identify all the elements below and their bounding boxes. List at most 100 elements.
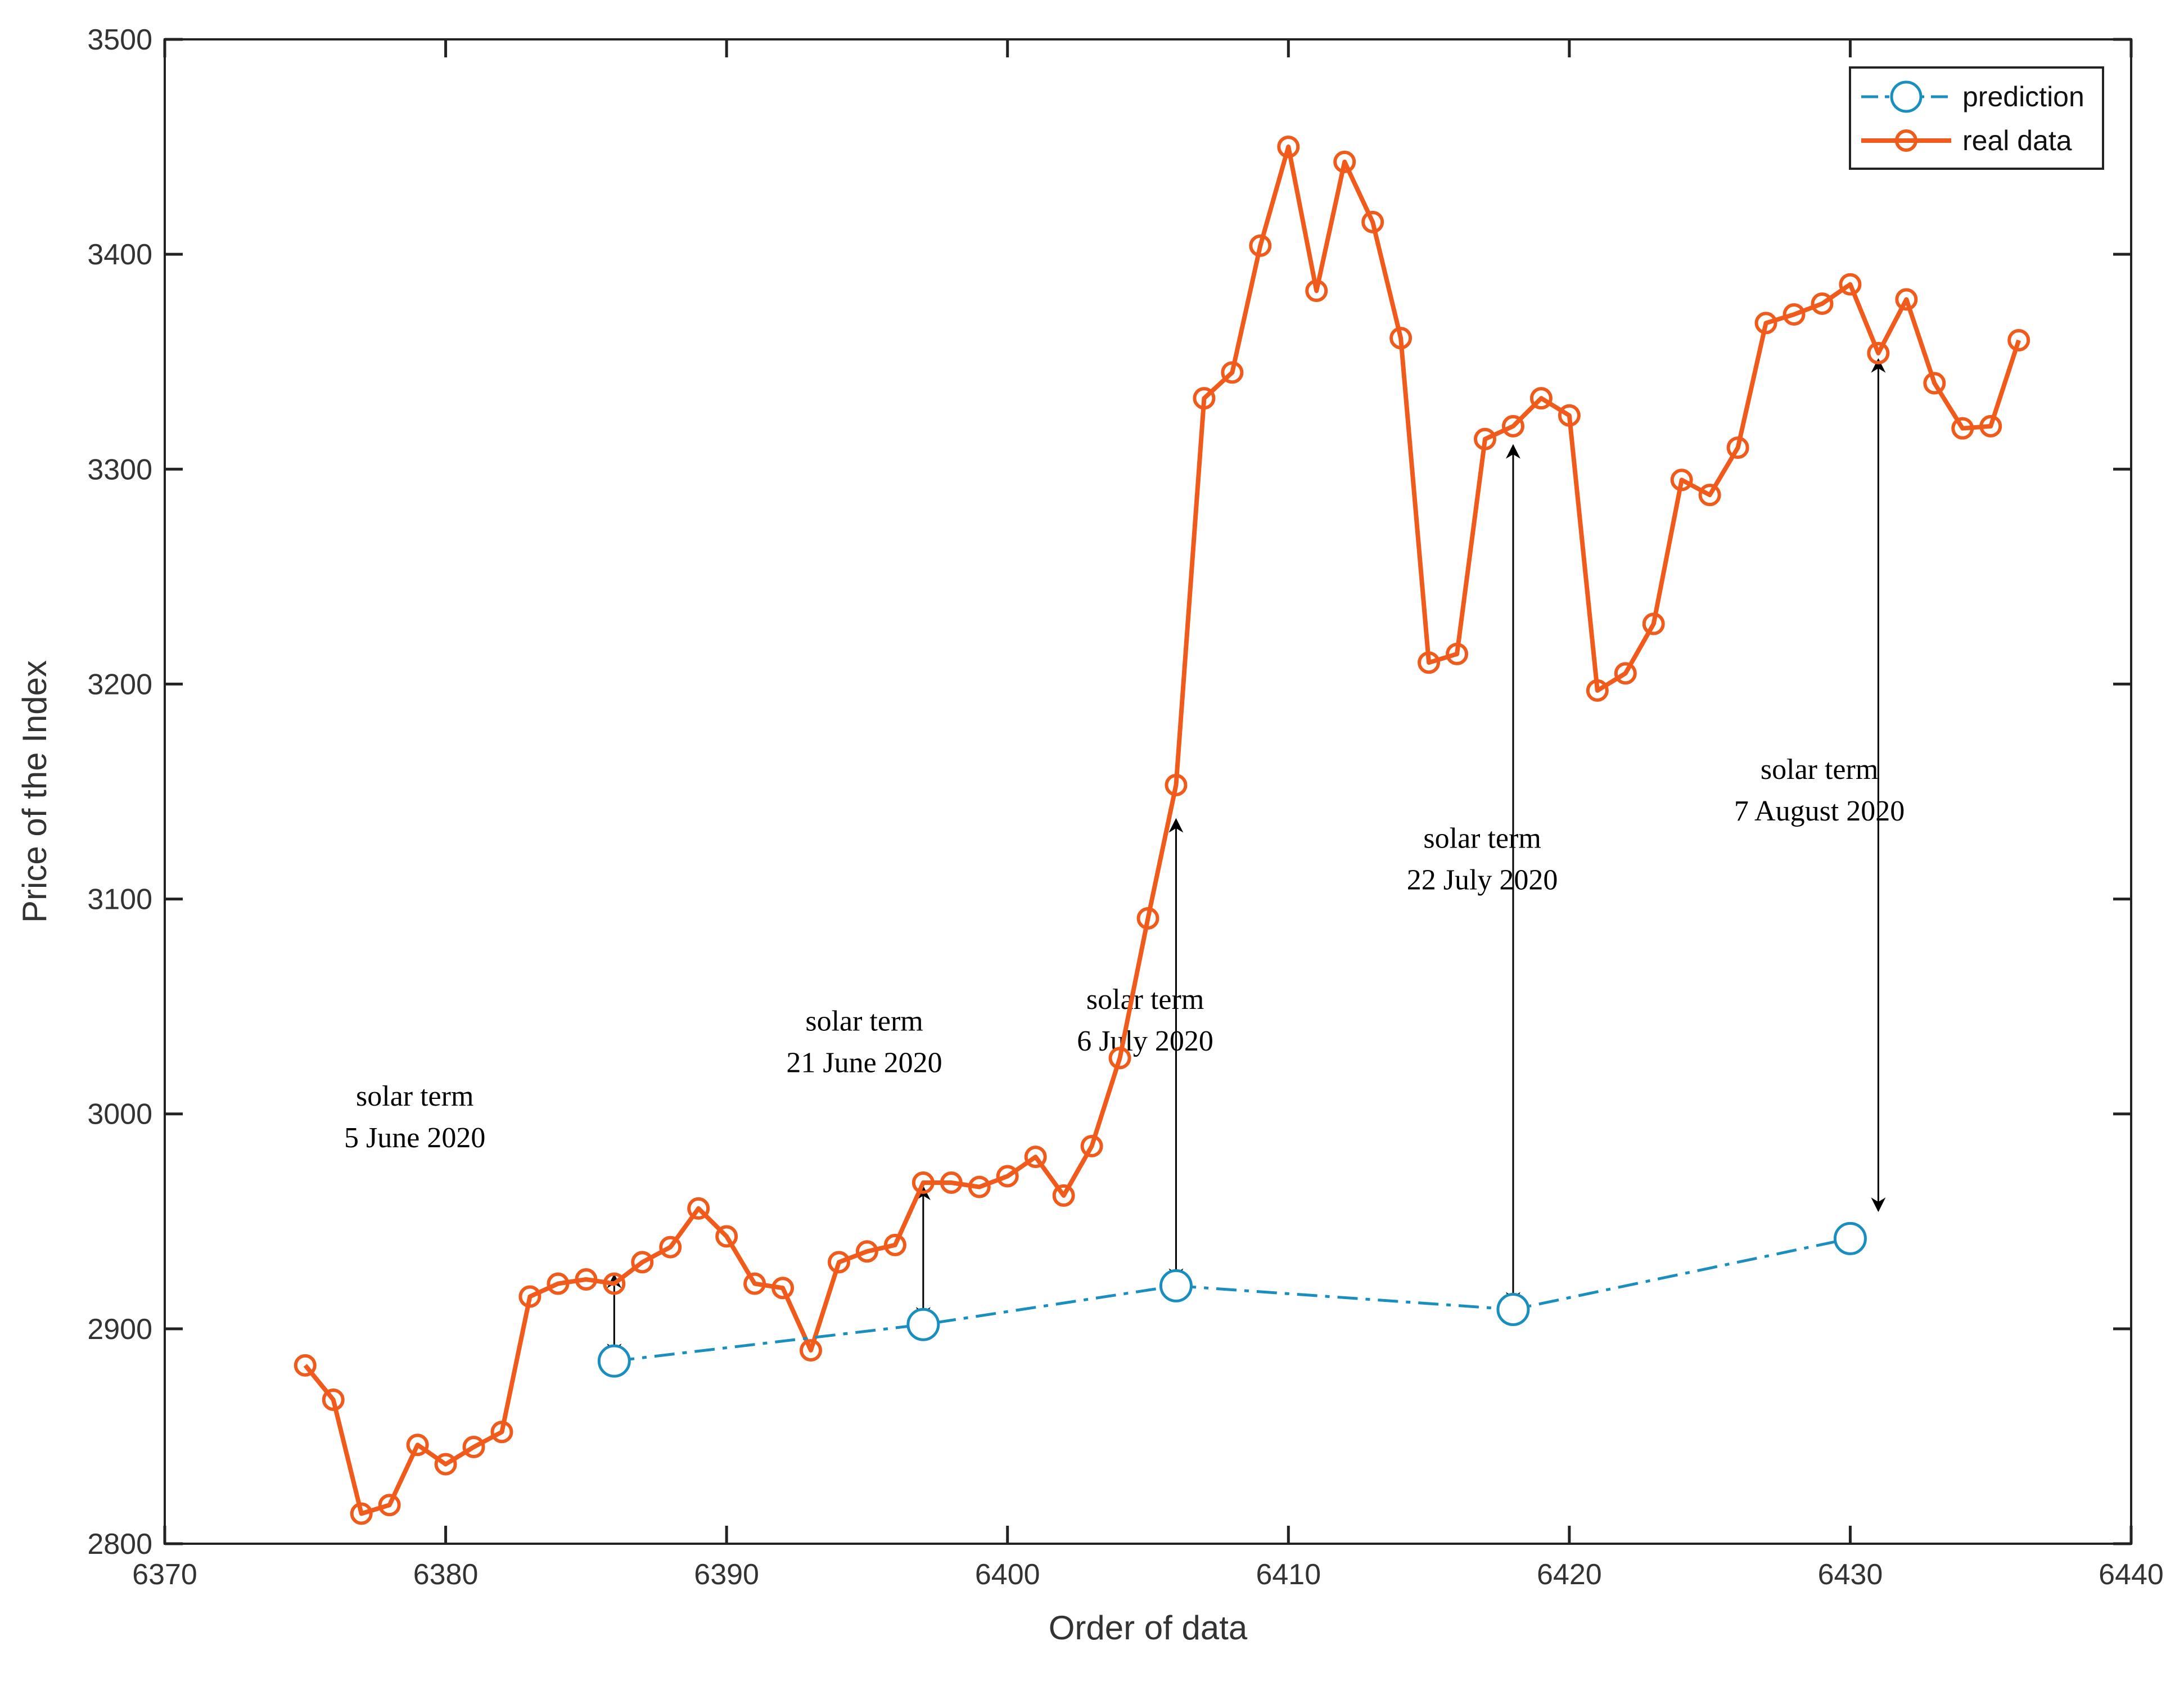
real-data-point xyxy=(1670,468,1693,492)
real-data-point xyxy=(883,1233,906,1256)
x-tick-label: 6390 xyxy=(694,1558,759,1591)
prediction-point xyxy=(597,1344,631,1378)
real-data-point xyxy=(1389,327,1413,350)
real-data-point xyxy=(1783,303,1806,326)
real-data-point xyxy=(294,1354,317,1377)
prediction-point xyxy=(1159,1269,1193,1302)
real-data-point xyxy=(1024,1146,1047,1169)
real-data-point xyxy=(322,1388,345,1411)
real-data-point xyxy=(603,1272,626,1295)
real-data-point xyxy=(406,1433,429,1457)
real-data-point xyxy=(1698,484,1721,507)
y-tick-label: 3100 xyxy=(87,883,152,916)
y-tick-label: 3200 xyxy=(87,668,152,701)
real-data-point xyxy=(1221,361,1244,384)
real-data-point xyxy=(911,1171,935,1194)
real-data-point xyxy=(1811,292,1834,315)
real-data-point xyxy=(2007,329,2030,351)
real-data-point xyxy=(547,1272,570,1295)
legend-real-marker xyxy=(1895,129,1917,152)
real-data-point xyxy=(1136,907,1159,930)
x-tick-label: 6370 xyxy=(132,1558,197,1591)
y-tick-label: 3300 xyxy=(87,453,152,486)
y-tick-label: 2800 xyxy=(87,1528,152,1561)
real-data-point xyxy=(1586,679,1609,702)
real-data-point xyxy=(518,1285,542,1308)
real-data-point xyxy=(350,1502,373,1525)
real-data-point xyxy=(1923,372,1946,395)
real-data-point xyxy=(378,1494,401,1517)
real-data-point xyxy=(1249,234,1272,257)
real-data-point xyxy=(434,1453,457,1476)
plot-frame xyxy=(164,38,2132,1545)
y-tick-label: 3000 xyxy=(87,1098,152,1131)
legend-real-label: real data xyxy=(1962,125,2072,156)
x-tick-label: 6400 xyxy=(975,1558,1040,1591)
annotation-label-line2: 5 June 2020 xyxy=(344,1122,485,1154)
real-data-point xyxy=(855,1240,878,1263)
real-data-point xyxy=(490,1421,513,1444)
x-axis-title: Order of data xyxy=(1049,1609,1248,1647)
real-data-point xyxy=(1052,1184,1075,1207)
real-data-point xyxy=(1080,1135,1103,1158)
annotation-label-line1: solar term xyxy=(1086,984,1204,1016)
real-data-point xyxy=(1361,210,1384,233)
real-data-point xyxy=(1867,341,1890,364)
real-data-point xyxy=(1305,280,1328,303)
real-data-point xyxy=(771,1277,795,1300)
annotation-label-line2: 22 July 2020 xyxy=(1407,864,1558,896)
real-data-point xyxy=(1558,404,1581,427)
real-data-point xyxy=(1418,651,1441,674)
real-data-point xyxy=(1501,414,1524,438)
y-tick-label: 3400 xyxy=(87,238,152,271)
x-tick-label: 6410 xyxy=(1256,1558,1321,1591)
annotation-label-line1: solar term xyxy=(1761,754,1878,786)
prediction-point xyxy=(1496,1292,1530,1326)
annotation-label-line1: solar term xyxy=(356,1080,473,1112)
real-data-point xyxy=(1642,612,1665,635)
legend-box xyxy=(1849,66,2104,170)
real-data-point xyxy=(575,1268,598,1291)
real-data-point xyxy=(715,1225,738,1248)
real-data-point xyxy=(1951,417,1974,440)
legend-prediction-label: prediction xyxy=(1962,81,2084,112)
real-data-point xyxy=(1895,288,1918,311)
real-data-point xyxy=(827,1251,850,1274)
y-tick-label: 3500 xyxy=(87,24,152,56)
x-tick-label: 6380 xyxy=(413,1558,479,1591)
real-data-point xyxy=(743,1272,766,1295)
real-data-point xyxy=(1193,387,1216,410)
annotation-label-line1: solar term xyxy=(805,1005,923,1037)
real-data-point xyxy=(1754,312,1777,335)
real-data-point xyxy=(1108,1047,1131,1070)
y-axis-title: Price of the Index xyxy=(16,660,53,923)
real-data-point xyxy=(1979,414,2002,438)
prediction-point xyxy=(906,1308,940,1341)
real-data-point xyxy=(1446,642,1469,665)
legend-prediction-marker xyxy=(1890,80,1923,113)
annotation-label-line2: 6 July 2020 xyxy=(1077,1025,1213,1057)
annotation-label-line2: 7 August 2020 xyxy=(1734,795,1905,827)
real-data-point xyxy=(1614,662,1637,685)
annotation-label-line2: 21 June 2020 xyxy=(786,1047,942,1079)
prediction-point xyxy=(1833,1221,1867,1255)
x-tick-label: 6440 xyxy=(2099,1558,2164,1591)
y-tick-label: 2900 xyxy=(87,1313,152,1346)
real-data-point xyxy=(462,1436,485,1459)
real-data-point xyxy=(968,1175,991,1198)
real-data-point xyxy=(800,1339,823,1362)
real-data-point xyxy=(659,1236,682,1259)
real-data-point xyxy=(996,1165,1019,1188)
real-data-point xyxy=(1165,774,1188,797)
real-data-point xyxy=(1726,436,1749,459)
real-data-point xyxy=(1529,387,1553,410)
real-data-point xyxy=(940,1171,963,1194)
x-tick-label: 6420 xyxy=(1537,1558,1602,1591)
annotation-label-line1: solar term xyxy=(1423,822,1541,854)
real-data-point xyxy=(1333,150,1356,173)
real-data-point xyxy=(1277,136,1300,159)
real-data-point xyxy=(1839,273,1862,296)
real-data-point xyxy=(687,1197,710,1220)
